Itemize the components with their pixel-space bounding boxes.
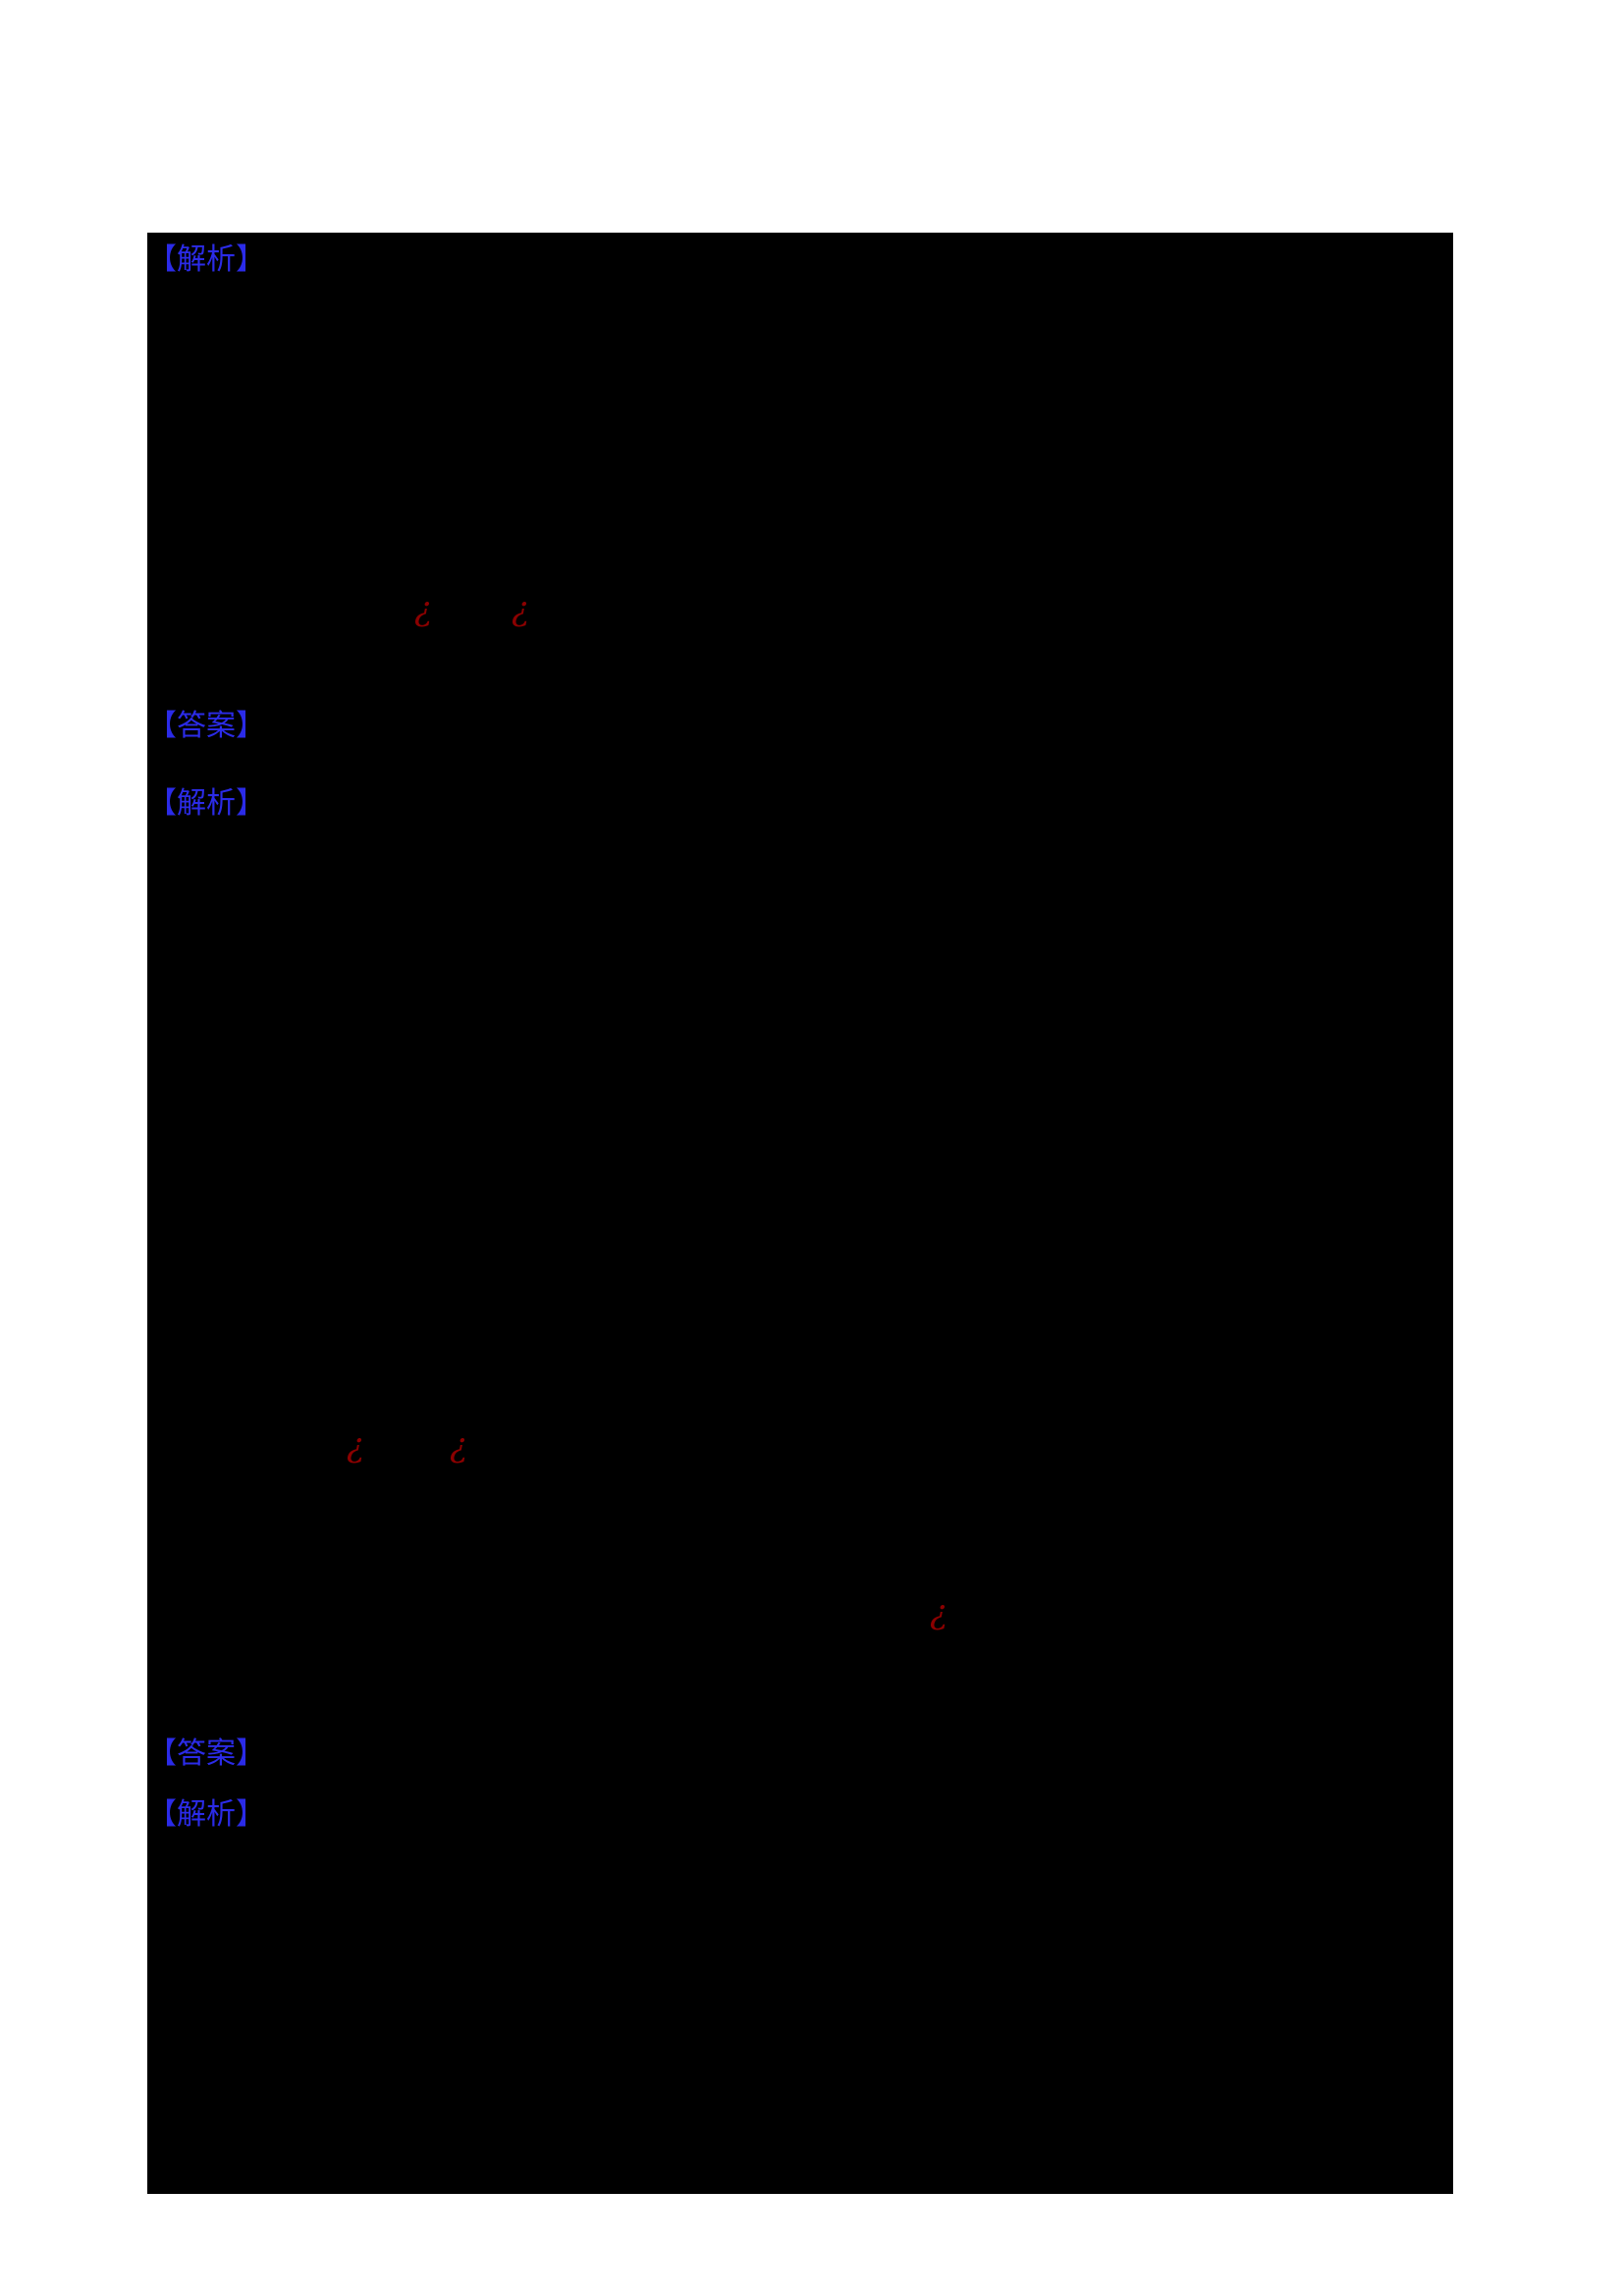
section-label-analysis-2: 【解析】 <box>147 786 265 821</box>
section-label-answer-1: 【答案】 <box>147 709 265 743</box>
section-label-answer-2: 【答案】 <box>147 1736 265 1771</box>
section-label-analysis-1: 【解析】 <box>147 242 265 277</box>
fallback-glyph-icon-1: ¿ <box>414 590 433 629</box>
solution-body-block <box>147 233 1453 2194</box>
fallback-glyph-icon-2: ¿ <box>512 590 530 629</box>
fallback-glyph-icon-5: ¿ <box>930 1593 948 1632</box>
fallback-glyph-icon-3: ¿ <box>347 1426 365 1466</box>
fallback-glyph-icon-4: ¿ <box>450 1426 468 1466</box>
section-label-analysis-3: 【解析】 <box>147 1797 265 1832</box>
